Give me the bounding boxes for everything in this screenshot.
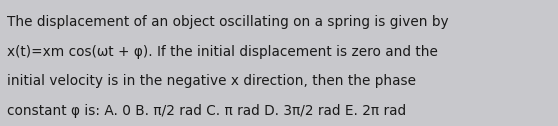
Text: initial velocity is in the negative x direction, then the phase: initial velocity is in the negative x di… [7, 74, 416, 88]
Text: x(t)=xm cos(ωt + φ). If the initial displacement is zero and the: x(t)=xm cos(ωt + φ). If the initial disp… [7, 45, 438, 59]
Text: The displacement of an object oscillating on a spring is given by: The displacement of an object oscillatin… [7, 15, 449, 29]
Text: constant φ is: A. 0 B. π/2 rad C. π rad D. 3π/2 rad E. 2π rad: constant φ is: A. 0 B. π/2 rad C. π rad … [7, 104, 406, 118]
